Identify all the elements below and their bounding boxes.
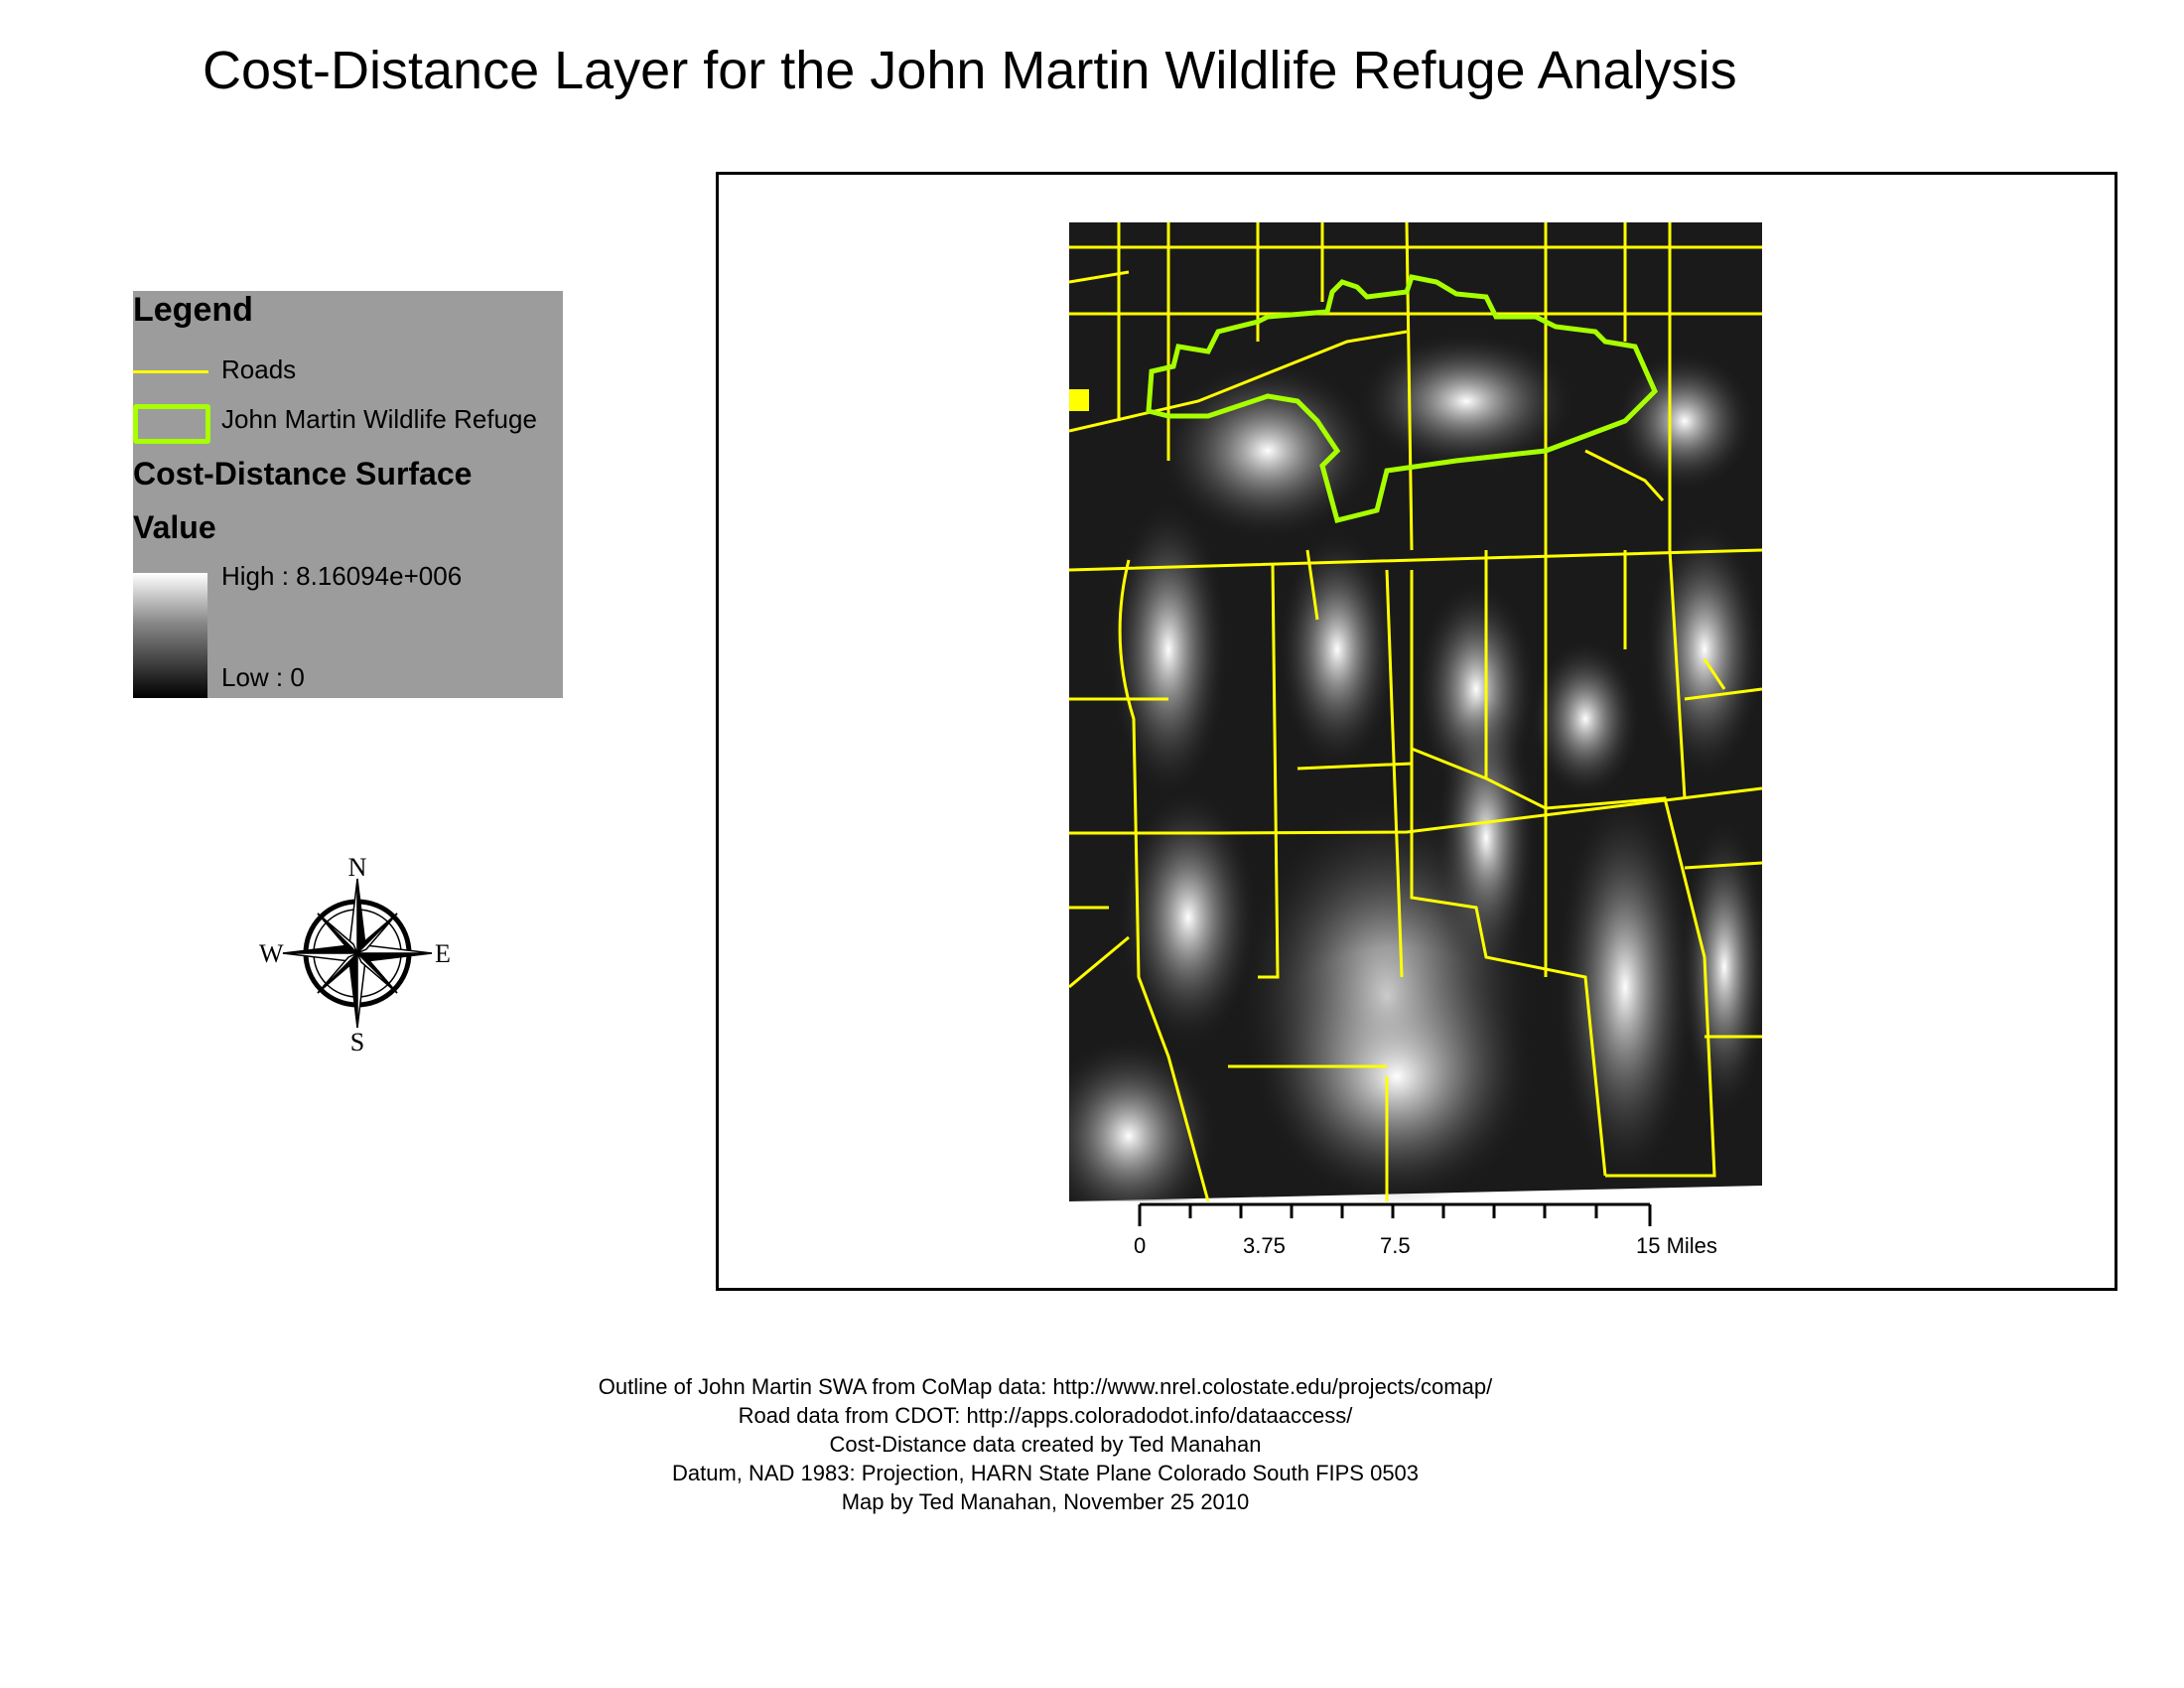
north-arrow-compass: N S E W [259,854,451,1053]
legend: Legend Roads John Martin Wildlife Refuge… [133,291,563,698]
compass-n: N [348,854,367,882]
surface-heading: Cost-Distance Surface [133,456,473,492]
scale-label-15-miles: 15 Miles [1636,1233,1717,1258]
roads [1069,222,1762,1201]
scale-label-0: 0 [1134,1233,1147,1258]
compass-s: S [350,1028,364,1053]
legend-heading: Legend [133,291,253,329]
scale-bar [1138,1202,1652,1226]
credit-line: Cost-Distance data created by Ted Manaha… [829,1432,1262,1457]
color-ramp [133,573,207,698]
compass-w: W [259,939,284,968]
credit-line: Datum, NAD 1983: Projection, HARN State … [671,1461,1420,1485]
credit-line: Outline of John Martin SWA from CoMap da… [598,1374,1493,1399]
compass-e: E [435,939,451,968]
map-credits: Outline of John Martin SWA from CoMap da… [397,1372,1694,1516]
town-marker [1069,389,1089,411]
credit-line: Road data from CDOT: http://apps.colorad… [738,1403,1353,1428]
map-title: Cost-Distance Layer for the John Martin … [203,41,1737,100]
legend-refuge-label: John Martin Wildlife Refuge [221,404,537,434]
refuge-symbol [133,404,210,444]
scale-label-3-75: 3.75 [1243,1233,1286,1258]
scale-label-7-5: 7.5 [1380,1233,1411,1258]
low-label: Low : 0 [221,662,305,692]
legend-roads-label: Roads [221,354,297,384]
raster-highlights [1069,332,1762,1201]
map-frame [716,172,2117,1291]
value-heading: Value [133,509,216,545]
roads-symbol [133,370,208,373]
credit-line: Map by Ted Manahan, November 25 2010 [841,1489,1250,1514]
cost-distance-map[interactable] [1069,222,1762,1201]
high-label: High : 8.16094e+006 [221,561,463,591]
refuge-outline[interactable] [1146,274,1658,524]
